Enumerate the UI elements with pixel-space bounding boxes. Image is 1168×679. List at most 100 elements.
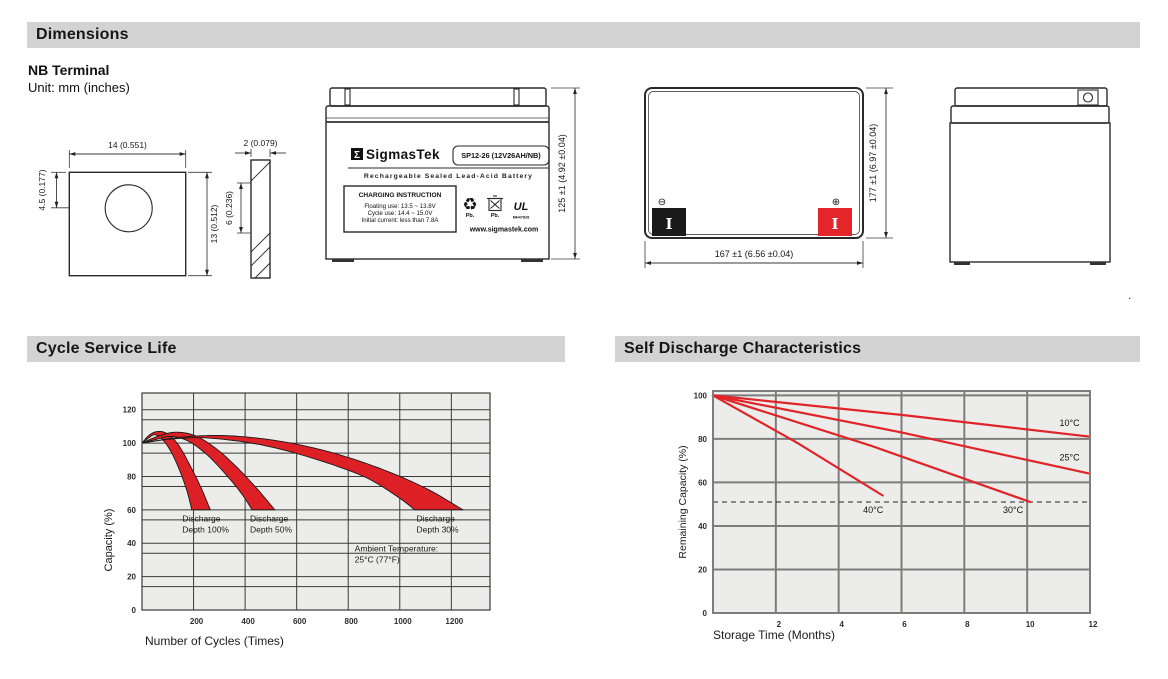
top-view-width-dim: 167 ±1 (6.56 ±0.04) <box>715 249 793 259</box>
battery-height-dim: 125 ±1 (4.92 ±0.04) <box>557 134 567 212</box>
plot-border <box>712 390 1091 614</box>
series-line <box>711 394 1092 475</box>
sigma-logo-box <box>351 148 363 160</box>
negative-symbol: ⊖ <box>658 197 666 208</box>
stray-dot: . <box>1128 288 1132 302</box>
x-tick-label: 1200 <box>445 617 463 626</box>
charging-line3: Initial current: less than 7.8A <box>362 217 440 224</box>
terminal-type-label: NB Terminal <box>28 62 110 78</box>
battery-lid <box>325 105 550 123</box>
dimension-arrowhead <box>645 261 651 265</box>
dimension-arrowhead <box>884 232 888 238</box>
terminal-thickness-dim: 2 (0.079) <box>243 138 277 148</box>
side-view-body <box>949 122 1111 263</box>
battery-foot-right <box>521 259 543 262</box>
chart-annotation: Discharge Depth 50% <box>250 514 292 535</box>
dimension-arrowhead <box>573 88 577 94</box>
x-tick-label: 2 <box>777 620 782 629</box>
terminal-side-drawing: 2 (0.079) 6 (0.236) <box>224 138 286 279</box>
ul-mark-icon: UL <box>514 201 529 213</box>
chart-annotation: Discharge Depth 30% <box>417 514 459 535</box>
series-label: 40°C <box>863 505 884 515</box>
dimension-arrowhead <box>205 172 209 179</box>
positive-symbol: ⊕ <box>832 197 840 208</box>
top-view-depth-dim: 177 ±1 (6.97 ±0.04) <box>868 124 878 202</box>
section-title: Cycle Service Life <box>36 340 177 357</box>
terminal-side-outline <box>250 159 271 279</box>
side-view-collar <box>950 105 1110 124</box>
dimension-arrowhead <box>179 152 186 156</box>
chart-annotation: Discharge Depth 100% <box>182 514 229 535</box>
sigma-logo: Σ <box>354 150 360 161</box>
y-tick-label: 0 <box>703 609 708 618</box>
model-box <box>452 145 550 166</box>
dimension-arrowhead <box>239 227 243 233</box>
y-tick-label: 80 <box>127 472 136 481</box>
y-tick-label: 60 <box>127 506 136 515</box>
x-tick-label: 10 <box>1026 620 1035 629</box>
dimension-arrowhead <box>54 201 59 208</box>
battery-foot-left <box>332 259 354 262</box>
x-tick-label: 600 <box>293 617 307 626</box>
dimension-arrowhead <box>205 269 209 276</box>
dimension-arrowhead <box>245 151 251 155</box>
pb-trash-label: Pb. <box>491 213 500 219</box>
series-line <box>711 394 884 497</box>
y-axis-title: Remaining Capacity (%) <box>677 445 689 558</box>
dimension-arrowhead <box>857 261 863 265</box>
dimension-arrowhead <box>884 88 888 94</box>
side-view-terminal-box <box>1077 89 1099 106</box>
x-tick-label: 400 <box>241 617 255 626</box>
series-label: 25°C <box>1060 453 1081 463</box>
series-line <box>711 394 1092 438</box>
y-tick-label: 60 <box>698 478 707 487</box>
y-tick-label: 80 <box>698 435 707 444</box>
side-view-cap <box>954 87 1108 107</box>
terminal-front-drawing: 14 (0.551) 13 (0.512) 4.5 (0.177) <box>37 140 219 277</box>
x-axis-title: Storage Time (Months) <box>713 628 835 642</box>
side-view-foot-right <box>1090 262 1106 265</box>
brand-name: SigmasTek <box>366 147 440 162</box>
section-title: Dimensions <box>36 26 129 43</box>
battery-body <box>325 121 550 260</box>
battery-subtitle: Rechargeable Sealed Lead-Acid Battery <box>364 173 533 180</box>
positive-terminal-block <box>818 208 852 236</box>
x-tick-label: 12 <box>1089 620 1098 629</box>
terminal-height-dim: 13 (0.512) <box>209 204 219 243</box>
y-tick-label: 40 <box>127 539 136 548</box>
battery-side-view-drawing <box>949 87 1111 265</box>
dimension-arrowhead <box>239 183 243 189</box>
y-tick-label: 120 <box>123 406 137 415</box>
ul-file-number: MH47828 <box>513 216 529 220</box>
terminal-inner-dim: 6 (0.236) <box>224 191 234 225</box>
x-axis-title: Number of Cycles (Times) <box>145 634 284 648</box>
series-label: 30°C <box>1003 505 1024 515</box>
x-tick-label: 1000 <box>394 617 412 626</box>
side-view-foot-left <box>954 262 970 265</box>
dimension-arrowhead <box>69 152 76 156</box>
section-header-self-discharge: Self Discharge Characteristics <box>615 336 1140 362</box>
model-number: SP12-26 (12V26AH/NB) <box>461 151 541 160</box>
y-tick-label: 0 <box>132 606 137 615</box>
top-view-inner-line <box>648 91 860 235</box>
x-tick-label: 4 <box>839 620 844 629</box>
terminal-hole-offset-dim: 4.5 (0.177) <box>37 169 47 210</box>
chart-annotation: Ambient Temperature: 25°C (77°F) <box>355 544 438 565</box>
series-line <box>711 394 1032 504</box>
negative-terminal-block <box>652 208 686 236</box>
crossed-bin-icon <box>487 195 503 212</box>
terminal-face-outline <box>68 171 187 277</box>
x-tick-label: 200 <box>190 617 204 626</box>
section-header-dimensions: Dimensions <box>27 22 1140 48</box>
y-tick-label: 100 <box>123 439 137 448</box>
website-text: www.sigmastek.com <box>469 227 539 234</box>
x-tick-label: 6 <box>902 620 907 629</box>
x-tick-label: 8 <box>965 620 970 629</box>
dimension-arrowhead <box>270 151 276 155</box>
unit-note: Unit: mm (inches) <box>28 80 130 95</box>
battery-top-view-drawing: ⊖ I ⊕ I 167 ±1 (6.56 ±0.04) 177 ±1 (6.97… <box>644 87 893 268</box>
dimension-arrowhead <box>54 172 59 179</box>
y-tick-label: 100 <box>694 391 708 400</box>
terminal-post-left <box>344 88 351 106</box>
pb-recycle-label: Pb. <box>466 213 475 219</box>
